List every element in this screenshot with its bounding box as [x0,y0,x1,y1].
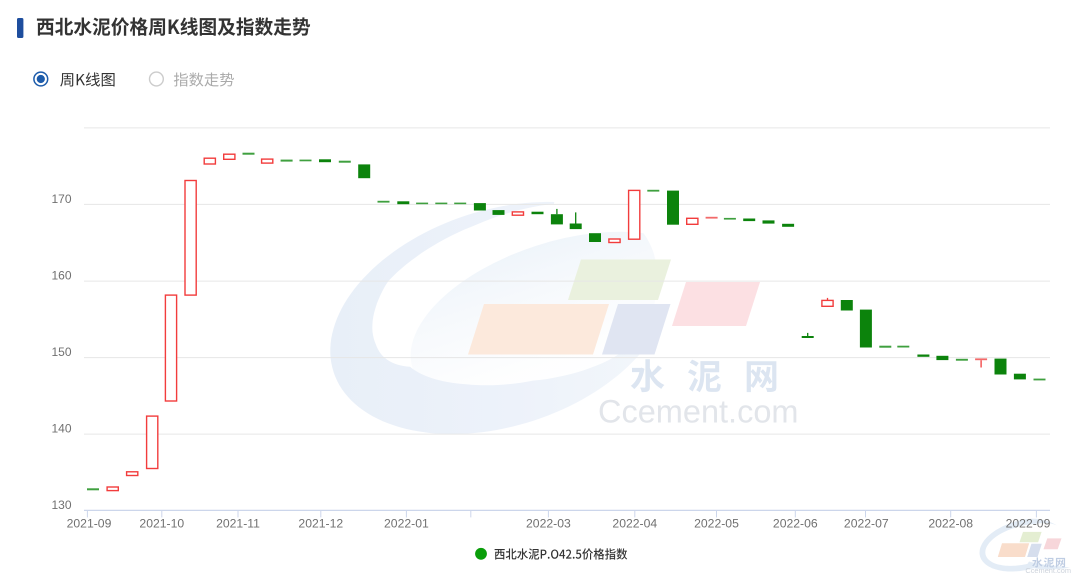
svg-text:Ccement.com: Ccement.com [598,393,798,429]
svg-text:130: 130 [51,498,71,512]
svg-text:2021-11: 2021-11 [216,517,260,531]
svg-text:2022-05: 2022-05 [694,517,739,531]
svg-text:150: 150 [51,345,71,359]
svg-text:2022-09: 2022-09 [1006,517,1051,531]
svg-text:2022-07: 2022-07 [844,517,889,531]
svg-text:140: 140 [51,422,71,436]
svg-text:2022-04: 2022-04 [612,517,657,531]
svg-text:160: 160 [51,269,71,283]
svg-text:2022-08: 2022-08 [928,517,973,531]
svg-text:2022-01: 2022-01 [384,517,429,531]
svg-text:2021-12: 2021-12 [298,517,343,531]
svg-text:2021-09: 2021-09 [67,517,112,531]
svg-text:Ccement.com: Ccement.com [1025,566,1071,575]
svg-text:2022-06: 2022-06 [773,517,818,531]
svg-text:2022-03: 2022-03 [526,517,571,531]
svg-text:2021-10: 2021-10 [139,517,184,531]
svg-text:170: 170 [51,192,71,206]
